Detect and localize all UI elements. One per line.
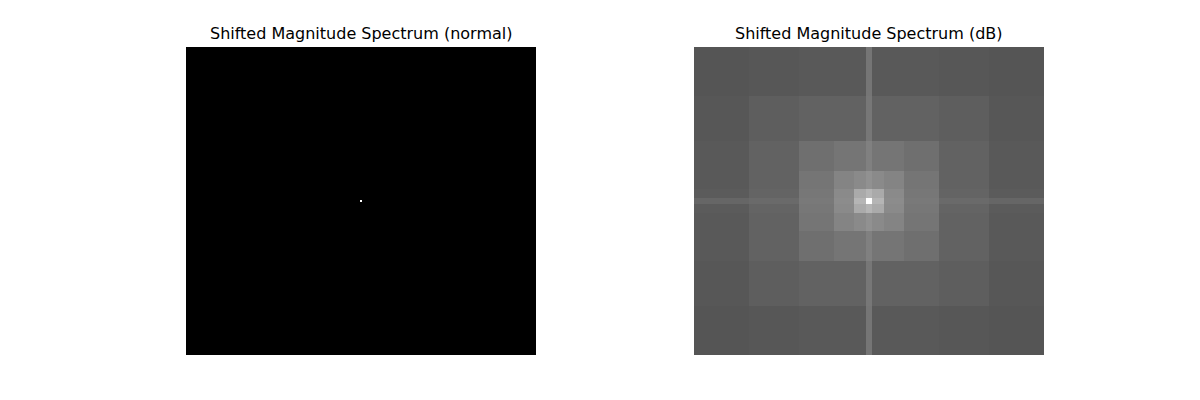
svg-text:Shifted Magnitude Spectrum (dB: Shifted Magnitude Spectrum (dB) (735, 24, 1003, 43)
svg-text:Shifted Magnitude Spectrum (no: Shifted Magnitude Spectrum (normal) (210, 24, 512, 43)
